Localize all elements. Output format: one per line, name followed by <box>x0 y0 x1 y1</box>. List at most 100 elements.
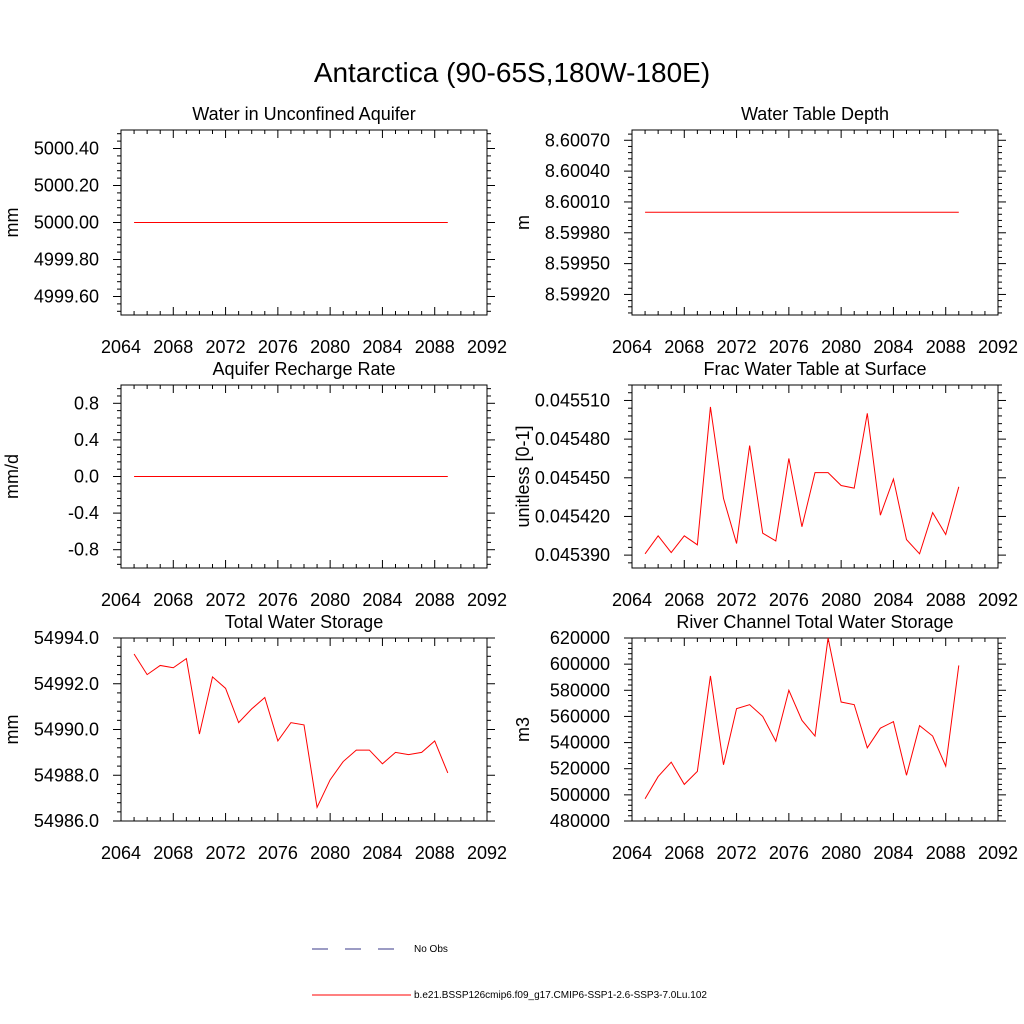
x-tick-label: 2092 <box>978 843 1018 863</box>
y-tick-label: 4999.80 <box>34 250 99 270</box>
x-tick-label: 2076 <box>258 337 298 357</box>
chart-title: Water Table Depth <box>741 104 889 124</box>
x-tick-label: 2084 <box>873 590 913 610</box>
x-tick-label: 2072 <box>717 843 757 863</box>
chart-panel-5: Total Water Storage mm 2064 2068 2072 2076 208… <box>2 612 507 863</box>
x-tick-label: 2064 <box>101 590 141 610</box>
y-axis-label: m3 <box>513 717 533 742</box>
y-tick-label: 0.8 <box>74 393 99 413</box>
x-tick-label: 2072 <box>206 590 246 610</box>
chart-panel-6: River Channel Total Water Storage m3 2064 2… <box>513 612 1018 863</box>
plot-frame <box>631 637 999 822</box>
chart-title: Total Water Storage <box>225 612 383 632</box>
x-tick-label: 2080 <box>310 590 350 610</box>
x-tick-label: 2076 <box>769 590 809 610</box>
x-tick-label: 2080 <box>310 843 350 863</box>
x-tick-label: 2064 <box>612 843 652 863</box>
y-tick-label: 560000 <box>550 706 610 726</box>
y-axis-label: m <box>513 215 533 230</box>
x-tick-label: 2076 <box>258 590 298 610</box>
x-tick-label: 2088 <box>926 590 966 610</box>
y-tick-label: 480000 <box>550 811 610 831</box>
x-tick-label: 2092 <box>978 590 1018 610</box>
x-tick-label: 2092 <box>467 337 507 357</box>
series-line-1 <box>644 406 960 555</box>
chart-title: Water in Unconfined Aquifer <box>192 104 415 124</box>
chart-title: River Channel Total Water Storage <box>676 612 953 632</box>
y-tick-label: 54990.0 <box>34 720 99 740</box>
x-tick-label: 2084 <box>362 337 402 357</box>
y-tick-label: 580000 <box>550 680 610 700</box>
y-tick-label: 8.59920 <box>545 284 610 304</box>
y-tick-label: 0.045480 <box>535 429 610 449</box>
x-tick-label: 2088 <box>926 843 966 863</box>
chart-panel-2: Water Table Depth m 2064 2068 2072 2076 2080 20… <box>513 104 1018 357</box>
y-tick-label: 8.60040 <box>545 161 610 181</box>
y-tick-label: 520000 <box>550 759 610 779</box>
y-tick-label: -0.8 <box>68 540 99 560</box>
x-tick-label: 2068 <box>153 337 193 357</box>
x-tick-label: 2088 <box>926 337 966 357</box>
x-tick-label: 2088 <box>415 843 455 863</box>
x-tick-label: 2072 <box>717 337 757 357</box>
x-tick-label: 2084 <box>873 337 913 357</box>
y-tick-label: 0.4 <box>74 430 99 450</box>
panels: Water in Unconfined Aquifer mm 2064 2068 207… <box>2 104 1018 863</box>
series-line-1 <box>644 637 960 800</box>
y-tick-label: 8.60010 <box>545 192 610 212</box>
x-tick-label: 2076 <box>258 843 298 863</box>
y-tick-label: -0.4 <box>68 503 99 523</box>
x-tick-label: 2080 <box>310 337 350 357</box>
x-tick-label: 2064 <box>612 337 652 357</box>
legend: No Obs b.e21.BSSP126cmip6.f09_g17.CMIP6-… <box>312 944 707 1001</box>
x-tick-label: 2072 <box>717 590 757 610</box>
x-tick-label: 2084 <box>362 590 402 610</box>
x-tick-label: 2088 <box>415 590 455 610</box>
y-tick-label: 4999.60 <box>34 287 99 307</box>
x-tick-label: 2076 <box>769 843 809 863</box>
chart-title: Frac Water Table at Surface <box>703 359 926 379</box>
y-tick-label: 620000 <box>550 628 610 648</box>
page-title: Antarctica (90-65S,180W-180E) <box>314 57 710 88</box>
y-tick-label: 5000.00 <box>34 213 99 233</box>
x-tick-label: 2092 <box>467 843 507 863</box>
x-tick-label: 2068 <box>664 843 704 863</box>
legend-entry-model: b.e21.BSSP126cmip6.f09_g17.CMIP6-SSP1-2.… <box>312 990 707 1001</box>
x-tick-label: 2064 <box>101 337 141 357</box>
x-tick-label: 2080 <box>821 337 861 357</box>
chart-title: Aquifer Recharge Rate <box>212 359 395 379</box>
y-tick-label: 54992.0 <box>34 674 99 694</box>
x-tick-label: 2064 <box>612 590 652 610</box>
y-tick-label: 0.0 <box>74 467 99 487</box>
y-tick-label: 5000.20 <box>34 176 99 196</box>
legend-entry-no-obs: No Obs <box>312 944 448 955</box>
legend-label-model: b.e21.BSSP126cmip6.f09_g17.CMIP6-SSP1-2.… <box>414 990 707 1001</box>
y-tick-label: 0.045510 <box>535 390 610 410</box>
y-tick-label: 8.60070 <box>545 130 610 150</box>
x-tick-label: 2064 <box>101 843 141 863</box>
y-tick-label: 8.59980 <box>545 223 610 243</box>
chart-panel-4: Frac Water Table at Surface unitless [0-1… <box>513 359 1018 610</box>
x-tick-label: 2080 <box>821 590 861 610</box>
y-axis-label: mm/d <box>2 454 22 499</box>
x-tick-label: 2068 <box>153 843 193 863</box>
chart-panel-1: Water in Unconfined Aquifer mm 2064 2068 207… <box>2 104 507 357</box>
x-tick-label: 2068 <box>664 337 704 357</box>
y-axis-label: mm <box>2 208 22 238</box>
x-tick-label: 2092 <box>978 337 1018 357</box>
y-tick-label: 0.045450 <box>535 468 610 488</box>
y-tick-label: 540000 <box>550 733 610 753</box>
y-axis-label: mm <box>2 715 22 745</box>
y-tick-label: 54986.0 <box>34 811 99 831</box>
series-line-1 <box>133 653 449 809</box>
y-axis-label: unitless [0-1] <box>513 425 533 527</box>
x-tick-label: 2076 <box>769 337 809 357</box>
x-tick-label: 2072 <box>206 843 246 863</box>
y-tick-label: 0.045390 <box>535 545 610 565</box>
y-tick-label: 8.59950 <box>545 254 610 274</box>
legend-label-no-obs: No Obs <box>414 944 448 955</box>
x-tick-label: 2068 <box>153 590 193 610</box>
y-tick-label: 54994.0 <box>34 628 99 648</box>
x-tick-label: 2092 <box>467 590 507 610</box>
